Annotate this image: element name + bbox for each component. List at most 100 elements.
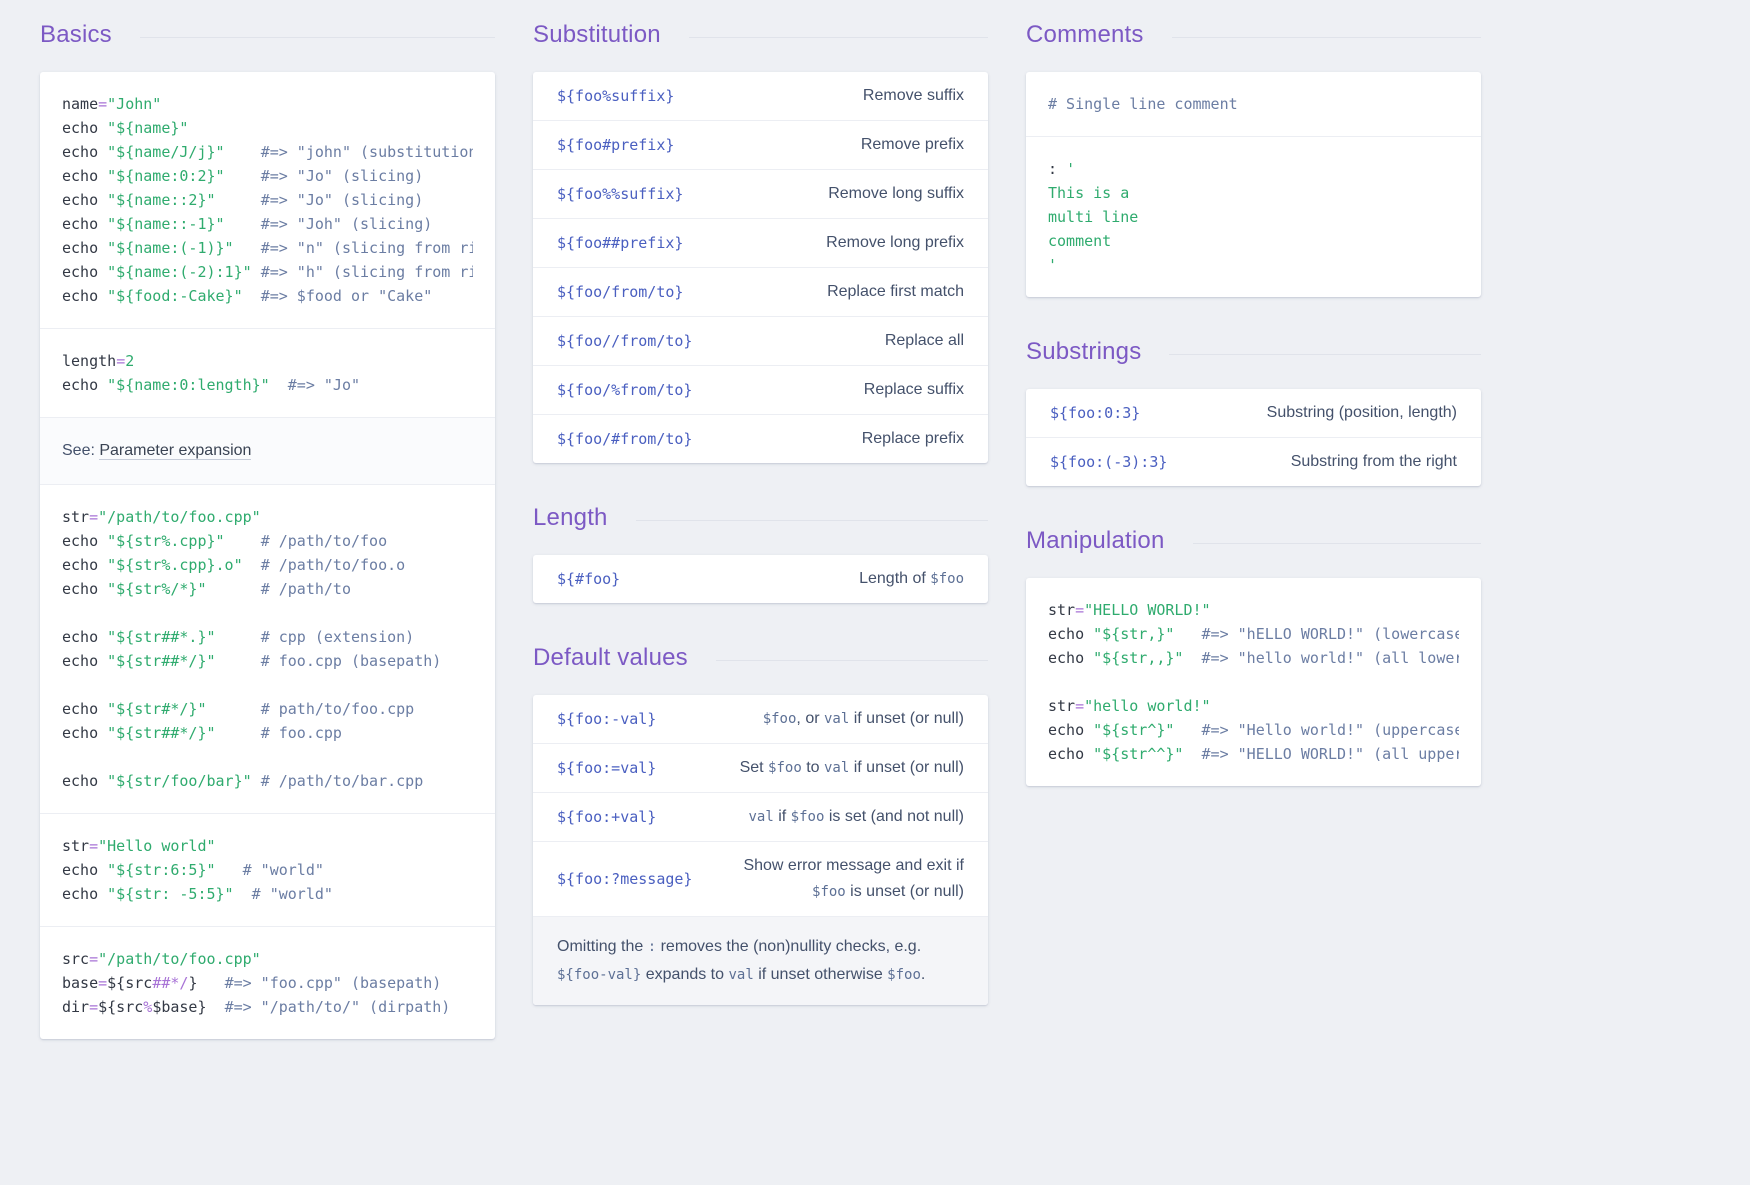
row-description: Substring from the right (1291, 449, 1457, 475)
code-token: #=> "Jo" (slicing) (260, 167, 424, 185)
manipulation-card: str="HELLO WORLD!" echo "${str,}" #=> "hE… (1026, 578, 1481, 786)
code-token: = (116, 352, 126, 370)
row-description: Remove suffix (863, 83, 964, 109)
code-token (252, 263, 261, 281)
section-rule (688, 36, 988, 38)
description-text: Replace prefix (861, 430, 964, 447)
code-token: base (62, 974, 99, 992)
code-token: ##*/ (152, 974, 189, 992)
description-text: Set (739, 759, 769, 776)
code-line: echo "${name}" (62, 116, 473, 140)
row-description: $foo, or val if unset (or null) (763, 706, 964, 732)
code-token: "${str: -5:5}" (107, 885, 234, 903)
code-token (207, 998, 225, 1016)
code-token: str (1048, 697, 1076, 715)
code-line (62, 745, 473, 769)
code-line: str="Hello world" (62, 834, 473, 858)
code-token (207, 700, 261, 718)
inline-code: $foo (768, 760, 802, 776)
row-code: ${foo##prefix} (557, 234, 684, 252)
code-line (62, 673, 473, 697)
code-token: % (143, 998, 153, 1016)
parameter-expansion-link[interactable]: Parameter expansion (99, 442, 252, 460)
code-token: "${str^}" (1093, 721, 1175, 739)
table-row: ${foo/#from/to} Replace prefix (533, 414, 988, 463)
code-token: = (1075, 601, 1085, 619)
code-token: str (62, 508, 90, 526)
description-text: Remove suffix (862, 87, 964, 104)
table-row: ${foo##prefix} Remove long prefix (533, 218, 988, 267)
code-token: echo (62, 724, 108, 742)
code-token: "John" (107, 95, 162, 113)
code-token: = (98, 95, 108, 113)
code-line: comment (1048, 229, 1459, 253)
table-row: ${foo%%suffix} Remove long suffix (533, 169, 988, 218)
description-text: Omitting the (557, 938, 648, 955)
code-line: echo "${str^}" #=> "Hello world!" (upper… (1048, 718, 1459, 742)
code-token: str (1048, 601, 1076, 619)
code-line: echo "${str,}" #=> "hELLO WORLD!" (lower… (1048, 622, 1459, 646)
code-block: length=2 echo "${name:0:length}" #=> "Jo" (40, 328, 495, 417)
code-token: comment (1048, 232, 1112, 250)
code-block: str="Hello world" echo "${str:6:5}" # "wo… (40, 813, 495, 926)
section-title-label: Comments (1026, 21, 1144, 48)
code-token: = (89, 950, 99, 968)
code-token: dir (62, 998, 90, 1016)
code-token: #=> "Hello world!" (uppercase 1st letter… (1201, 721, 1459, 739)
code-token: = (89, 837, 99, 855)
description-text: Replace first match (827, 283, 964, 300)
code-token: echo (1048, 625, 1094, 643)
code-token: "${str,,}" (1093, 649, 1184, 667)
code-token: #=> $food or "Cake" (260, 287, 433, 305)
code-block: str="/path/to/foo.cpp" echo "${str%.cpp}"… (40, 484, 495, 813)
code-token: length (62, 352, 117, 370)
inline-code: $foo (812, 884, 846, 900)
section-title-length: Length (533, 503, 988, 533)
table-row: ${foo%suffix} Remove suffix (533, 72, 988, 120)
code-token (1183, 745, 1201, 763)
code-token: "${name}" (107, 119, 189, 137)
code-token: # path/to/foo.cpp (260, 700, 415, 718)
row-code: ${foo/from/to} (557, 283, 684, 301)
description-text: is unset (or null) (845, 883, 964, 900)
code-token: str (62, 837, 90, 855)
table-row: ${#foo} Length of $foo (533, 555, 988, 603)
code-token: $base} (152, 998, 207, 1016)
code-block: str="HELLO WORLD!" echo "${str,}" #=> "hE… (1026, 578, 1481, 786)
section-rule (635, 519, 988, 521)
code-token: #=> "Jo" (slicing) (260, 191, 424, 209)
code-line: dir=${src%$base} #=> "/path/to/" (dirpat… (62, 995, 473, 1019)
row-code: ${foo#prefix} (557, 136, 675, 154)
code-line: echo "${name::-1}" #=> "Joh" (slicing) (62, 212, 473, 236)
code-line: echo "${str##*.}" # cpp (extension) (62, 625, 473, 649)
inline-code: val (728, 967, 754, 983)
code-token: echo (62, 556, 108, 574)
section-rule (139, 36, 495, 38)
code-token: echo (62, 700, 108, 718)
code-token: echo (62, 191, 108, 209)
description-text: if unset (or null) (849, 759, 964, 776)
code-token: "${str,}" (1093, 625, 1175, 643)
inline-code: $foo (790, 809, 825, 825)
code-line: # Single line comment (1048, 92, 1459, 116)
code-token: # Single line comment (1048, 95, 1238, 113)
row-code: ${foo/%from/to} (557, 381, 693, 399)
row-description: Remove long suffix (828, 181, 964, 207)
row-code: ${foo:=val} (557, 759, 657, 777)
code-token: echo (62, 628, 108, 646)
code-token (1174, 721, 1201, 739)
code-token: "${str^^}" (1093, 745, 1184, 763)
code-token: "HELLO WORLD!" (1084, 601, 1211, 619)
code-line: echo "${name:(-1)}" #=> "n" (slicing fro… (62, 236, 473, 260)
code-token: "${name:(-2):1}" (107, 263, 252, 281)
code-token (1183, 649, 1201, 667)
code-line: echo "${str/foo/bar}" # /path/to/bar.cpp (62, 769, 473, 793)
code-token (225, 143, 261, 161)
inline-code: : (647, 939, 657, 955)
description-text: Substring (position, length) (1266, 404, 1457, 421)
code-line: echo "${name:(-2):1}" #=> "h" (slicing f… (62, 260, 473, 284)
substitution-table: ${foo%suffix} Remove suffix ${foo#prefix} R… (533, 72, 988, 463)
description-text: Remove prefix (860, 136, 964, 153)
code-token (197, 974, 224, 992)
row-description: Remove prefix (861, 132, 964, 158)
